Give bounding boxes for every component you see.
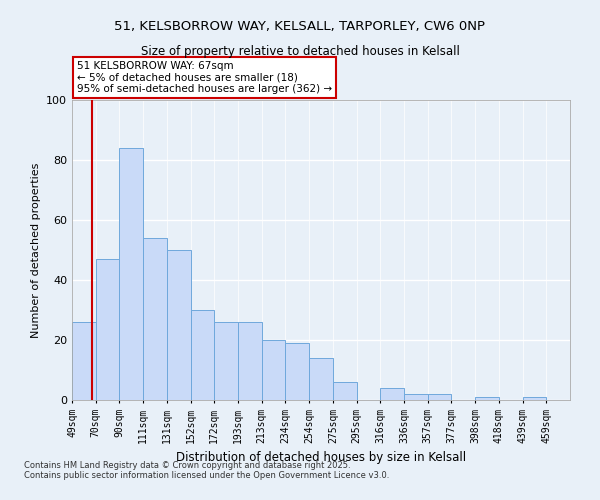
- Bar: [380, 388, 404, 400]
- Bar: [523, 397, 546, 400]
- Bar: [96, 259, 119, 400]
- Bar: [167, 250, 191, 400]
- Bar: [238, 322, 262, 400]
- Bar: [262, 340, 286, 400]
- Y-axis label: Number of detached properties: Number of detached properties: [31, 162, 41, 338]
- Bar: [309, 358, 333, 400]
- Bar: [404, 394, 428, 400]
- Text: 51, KELSBORROW WAY, KELSALL, TARPORLEY, CW6 0NP: 51, KELSBORROW WAY, KELSALL, TARPORLEY, …: [115, 20, 485, 33]
- Bar: [333, 382, 356, 400]
- Text: Size of property relative to detached houses in Kelsall: Size of property relative to detached ho…: [140, 45, 460, 58]
- Text: Contains HM Land Registry data © Crown copyright and database right 2025.
Contai: Contains HM Land Registry data © Crown c…: [24, 460, 389, 480]
- Bar: [214, 322, 238, 400]
- Text: 51 KELSBORROW WAY: 67sqm
← 5% of detached houses are smaller (18)
95% of semi-de: 51 KELSBORROW WAY: 67sqm ← 5% of detache…: [77, 61, 332, 94]
- Bar: [119, 148, 143, 400]
- Bar: [286, 343, 309, 400]
- Bar: [428, 394, 451, 400]
- Bar: [72, 322, 96, 400]
- Bar: [191, 310, 214, 400]
- Bar: [143, 238, 167, 400]
- X-axis label: Distribution of detached houses by size in Kelsall: Distribution of detached houses by size …: [176, 451, 466, 464]
- Bar: [475, 397, 499, 400]
